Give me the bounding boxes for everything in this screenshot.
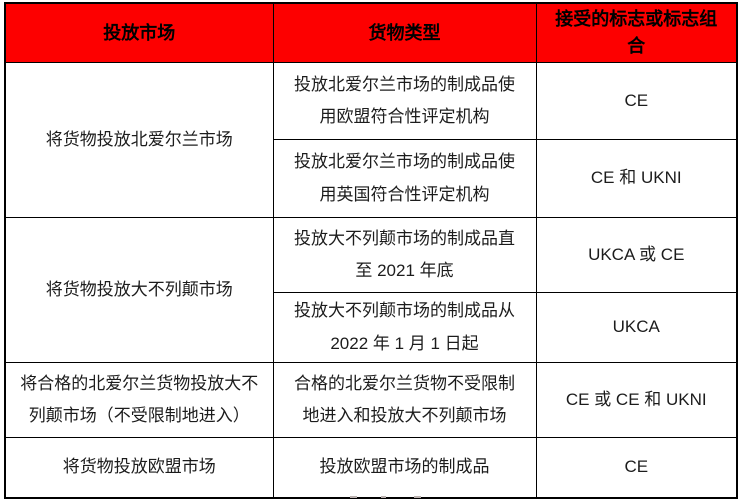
cell-marking: CE 或 CE 和 UKNI bbox=[535, 362, 738, 438]
cell-goods-type: 投放欧盟市场的制成品 bbox=[272, 437, 537, 498]
table-row: 投放北爱尔兰市场的制成品使用英国符合性评定机构 CE 和 UKNI bbox=[5, 139, 738, 218]
cell-market-qualifying-ni-goods: 将合格的北爱尔兰货物投放大不列颠市场（不受限制地进入） bbox=[4, 362, 274, 438]
cell-market-northern-ireland: 将货物投放北爱尔兰市场 bbox=[4, 62, 274, 218]
cell-goods-type: 投放大不列颠市场的制成品从 2022 年 1 月 1 日起 bbox=[272, 292, 537, 363]
cell-market-great-britain: 将货物投放大不列颠市场 bbox=[4, 217, 274, 363]
column-header-goods-type: 货物类型 bbox=[272, 2, 537, 63]
cell-marking: UKCA bbox=[535, 292, 738, 363]
column-header-market: 投放市场 bbox=[4, 2, 274, 63]
marking-rules-table: 投放市场 货物类型 接受的标志或标志组合 将货物投放北爱尔兰市场 投放北爱尔兰市… bbox=[4, 2, 738, 499]
table-row: 将货物投放大不列颠市场 投放大不列颠市场的制成品直至 2021 年底 UKCA … bbox=[4, 217, 738, 363]
table-row: 将合格的北爱尔兰货物投放大不列颠市场（不受限制地进入） 合格的北爱尔兰货物不受限… bbox=[4, 362, 738, 438]
marking-rules-table-container: 投放市场 货物类型 接受的标志或标志组合 将货物投放北爱尔兰市场 投放北爱尔兰市… bbox=[4, 2, 738, 499]
table-row: 将货物投放北爱尔兰市场 投放北爱尔兰市场的制成品使用欧盟符合性评定机构 CE bbox=[4, 62, 738, 218]
table-row: 将货物投放欧盟市场 投放欧盟市场的制成品 CE bbox=[4, 437, 738, 498]
table-row: 投放大不列颠市场的制成品从 2022 年 1 月 1 日起 UKCA bbox=[5, 292, 738, 363]
cell-marking: CE 和 UKNI bbox=[535, 139, 738, 218]
cell-marking: CE bbox=[535, 437, 738, 498]
cell-market-eu: 将货物投放欧盟市场 bbox=[4, 437, 274, 498]
cell-marking: UKCA 或 CE bbox=[535, 217, 738, 293]
cropped-glyph-remnant bbox=[414, 496, 421, 498]
header-row: 投放市场 货物类型 接受的标志或标志组合 bbox=[4, 2, 738, 63]
cropped-glyph-remnant bbox=[350, 496, 357, 498]
cell-goods-type: 合格的北爱尔兰货物不受限制地进入和投放大不列颠市场 bbox=[272, 362, 537, 438]
cropped-glyph-remnant bbox=[381, 496, 386, 498]
column-header-accepted-marking: 接受的标志或标志组合 bbox=[535, 2, 738, 63]
cell-goods-type: 投放北爱尔兰市场的制成品使用英国符合性评定机构 bbox=[272, 139, 537, 218]
cell-goods-type: 投放北爱尔兰市场的制成品使用欧盟符合性评定机构 bbox=[272, 62, 537, 140]
cell-goods-type: 投放大不列颠市场的制成品直至 2021 年底 bbox=[272, 217, 537, 293]
cell-marking: CE bbox=[535, 62, 738, 140]
